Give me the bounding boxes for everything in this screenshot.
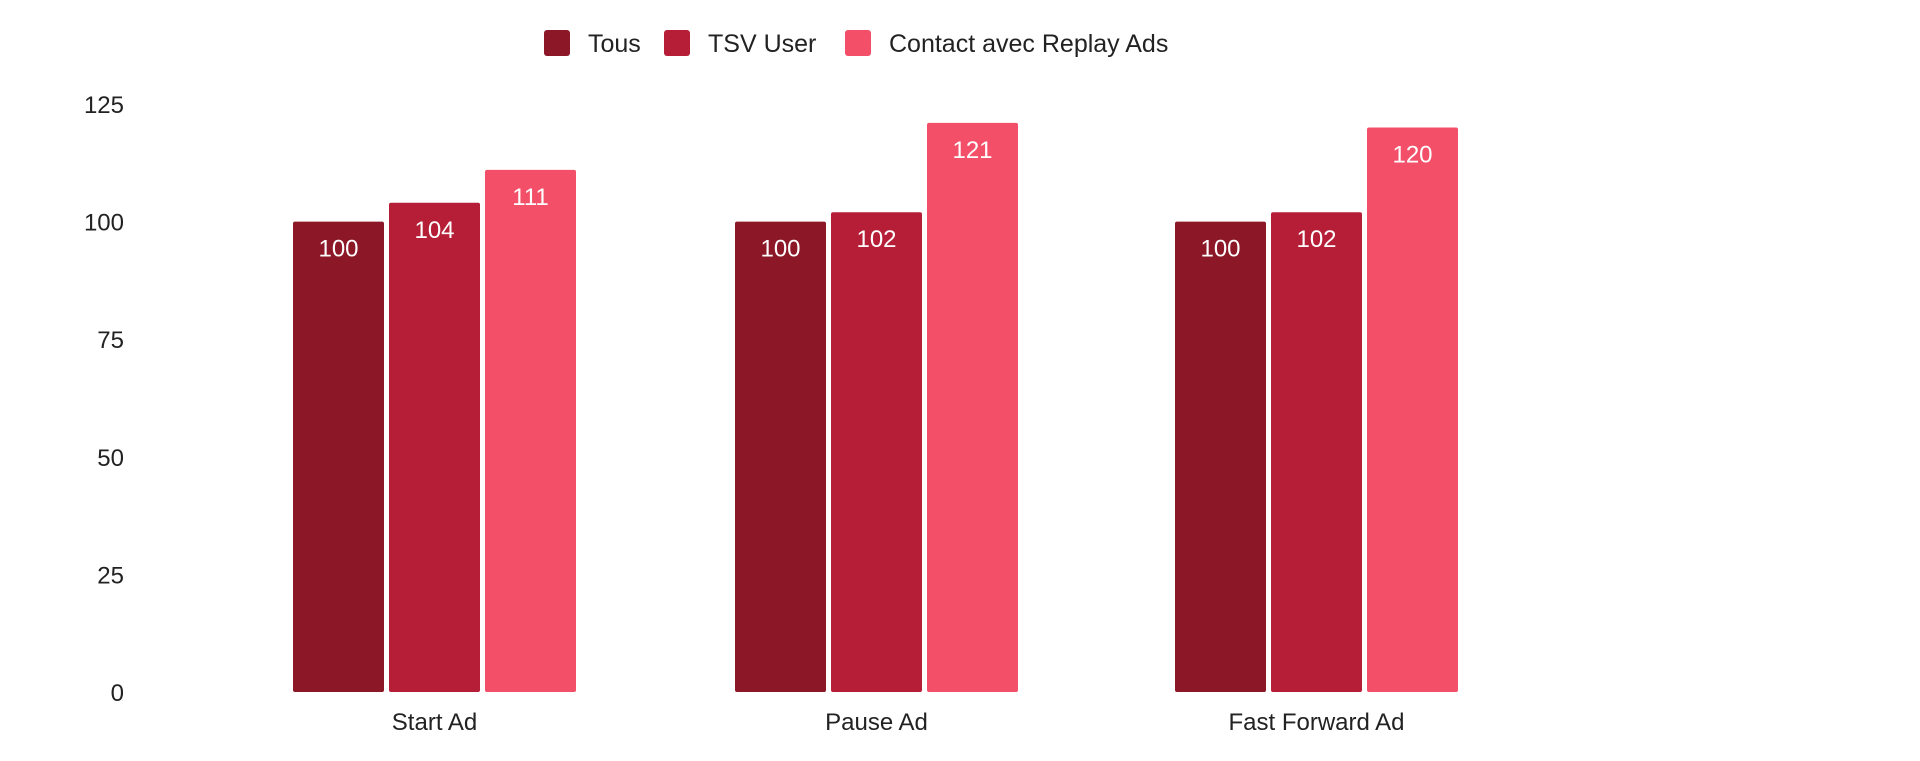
- y-tick-label-75: 75: [97, 327, 124, 354]
- legend-label-tous: Tous: [588, 30, 641, 58]
- y-tick-label-125: 125: [84, 92, 124, 119]
- legend-label-contact-avec-replay-ads: Contact avec Replay Ads: [889, 30, 1168, 58]
- value-label-start-ad-tsv-user: 104: [414, 217, 454, 244]
- y-tick-label-100: 100: [84, 210, 124, 237]
- x-tick-label-fast-forward-ad: Fast Forward Ad: [1228, 709, 1404, 736]
- value-label-start-ad-tous: 100: [318, 236, 358, 263]
- value-label-pause-ad-contact-avec-replay-ads: 121: [952, 137, 992, 164]
- bar-start-ad-tous: [293, 221, 384, 692]
- bar-start-ad-contact-avec-replay-ads: [485, 169, 576, 692]
- x-axis: Start Ad Pause Ad Fast Forward Ad: [392, 709, 1405, 736]
- bars-group: 100 104 111 100 102 121 100 102 120: [293, 122, 1458, 693]
- legend-swatch-tous: [544, 30, 570, 56]
- x-tick-label-pause-ad: Pause Ad: [825, 709, 928, 736]
- bar-fast-forward-ad-contact-avec-replay-ads: [1367, 127, 1458, 692]
- value-label-pause-ad-tsv-user: 102: [856, 226, 896, 253]
- value-label-fast-forward-ad-contact-avec-replay-ads: 120: [1392, 142, 1432, 169]
- chart-legend: Tous TSV User Contact avec Replay Ads: [544, 30, 1168, 58]
- legend-swatch-contact-avec-replay-ads: [845, 30, 871, 56]
- legend-swatch-tsv-user: [664, 30, 690, 56]
- bar-start-ad-tsv-user: [389, 202, 480, 692]
- x-tick-label-start-ad: Start Ad: [392, 709, 477, 736]
- y-tick-label-25: 25: [97, 562, 124, 589]
- value-label-pause-ad-tous: 100: [760, 236, 800, 263]
- y-tick-label-50: 50: [97, 445, 124, 472]
- bar-pause-ad-contact-avec-replay-ads: [927, 122, 1018, 693]
- value-label-fast-forward-ad-tsv-user: 102: [1296, 226, 1336, 253]
- y-tick-label-0: 0: [111, 680, 124, 707]
- bar-pause-ad-tsv-user: [831, 212, 922, 692]
- y-axis: 0 25 50 75 100 125: [84, 92, 124, 707]
- bar-pause-ad-tous: [735, 221, 826, 692]
- legend-label-tsv-user: TSV User: [708, 30, 816, 58]
- bar-fast-forward-ad-tous: [1175, 221, 1266, 692]
- value-label-fast-forward-ad-tous: 100: [1200, 236, 1240, 263]
- value-label-start-ad-contact-avec-replay-ads: 111: [512, 184, 548, 211]
- bar-fast-forward-ad-tsv-user: [1271, 212, 1362, 692]
